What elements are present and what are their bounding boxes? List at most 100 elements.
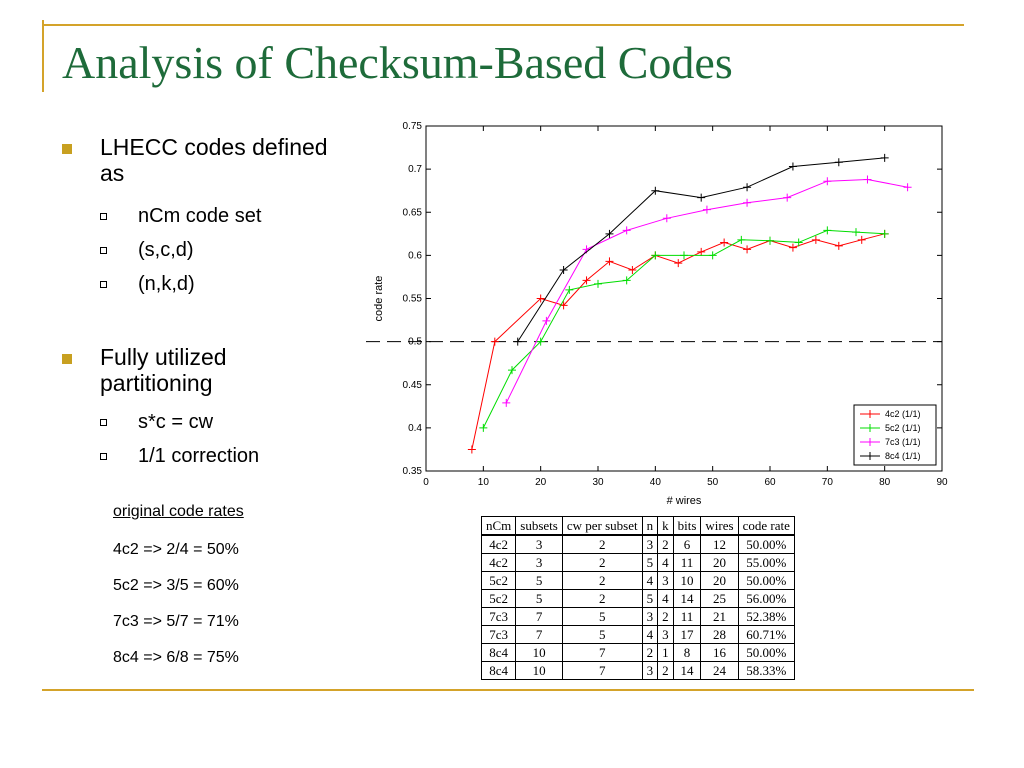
legend-marker	[866, 452, 874, 460]
table-cell: 3	[515, 534, 563, 554]
data-point	[783, 193, 792, 202]
table-header-cell: subsets	[515, 516, 563, 536]
table-cell: 8c4	[480, 643, 517, 662]
table-cell: 7	[515, 607, 563, 626]
table-header-cell: code rate	[737, 516, 795, 536]
y-tick-label: 0.35	[403, 466, 423, 477]
x-tick-label: 60	[764, 477, 776, 488]
data-point	[628, 266, 637, 275]
table-header-cell: k	[657, 516, 674, 536]
legend-marker	[866, 424, 874, 432]
bullet-text: Fully utilized partitioning	[100, 344, 227, 396]
data-point	[743, 198, 752, 207]
table-cell: 10	[672, 571, 702, 590]
data-point	[823, 177, 832, 186]
table-header-row: nCm subsets cw per subset n k bits wires…	[480, 516, 795, 536]
table-cell: 50.00%	[737, 534, 795, 554]
table-cell: 6	[672, 534, 702, 554]
legend	[853, 404, 937, 466]
y-tick-label: 0.65	[403, 207, 423, 218]
table-row: 7c3 7 5 4 3 17 28 60.71%	[480, 625, 795, 644]
table-cell: 5	[515, 571, 563, 590]
data-point	[903, 183, 912, 192]
hollow-square-icon	[100, 213, 107, 220]
table-cell: 2	[561, 589, 643, 608]
table-cell: 10	[515, 661, 563, 680]
data-point	[513, 337, 522, 346]
data-point	[743, 183, 752, 192]
x-tick-label: 50	[707, 477, 719, 488]
title-accent-bar	[42, 20, 44, 92]
sub-bullet-text: (n,k,d)	[138, 273, 195, 295]
top-rule	[42, 24, 964, 26]
table-cell: 5	[561, 625, 643, 644]
table-row: 5c2 5 2 5 4 14 25 56.00%	[480, 589, 795, 608]
table-cell: 11	[672, 607, 702, 626]
y-tick-label: 0.6	[408, 250, 422, 261]
table-cell: 58.33%	[737, 661, 795, 680]
table-cell: 50.00%	[737, 571, 795, 590]
legend-marker	[866, 410, 874, 418]
hollow-square-icon	[100, 281, 107, 288]
table-cell: 4c2	[480, 553, 517, 572]
original-rates-heading: original code rates	[113, 503, 244, 520]
table-cell: 5c2	[480, 589, 517, 608]
x-axis-label: # wires	[667, 495, 702, 507]
code-rate-chart: 0 10 20 30 40 50 60 70 80 900.350.40.450.50.550.6…	[366, 121, 948, 507]
data-point	[662, 214, 671, 223]
table-cell: 7	[561, 643, 643, 662]
data-point	[651, 186, 660, 195]
data-point	[605, 257, 614, 266]
original-rate-item: 4c2 => 2/4 = 50%	[113, 541, 239, 558]
legend-marker	[866, 438, 874, 446]
data-point	[502, 398, 511, 407]
hollow-square-icon	[100, 247, 107, 254]
table-cell: 60.71%	[737, 625, 795, 644]
y-tick-label: 0.75	[403, 121, 423, 132]
series-line	[471, 233, 885, 450]
x-tick-label: 20	[535, 477, 547, 488]
data-point	[582, 276, 591, 285]
data-point	[766, 236, 774, 245]
table-cell: 2	[561, 534, 643, 554]
table-cell: 28	[700, 625, 739, 644]
data-point	[702, 205, 711, 214]
hollow-square-icon	[100, 419, 107, 426]
table-row: 8c4 10 7 2 1 8 16 50.00%	[480, 643, 795, 662]
table-header-cell: wires	[700, 516, 739, 536]
table-cell: 4	[641, 571, 659, 590]
sub-bullet-text: nCm code set	[138, 205, 262, 227]
data-point	[834, 158, 843, 167]
table-cell: 3	[657, 625, 674, 644]
data-point	[857, 235, 866, 244]
data-point	[743, 245, 752, 254]
data-point	[565, 285, 574, 294]
original-rate-item: 8c4 => 6/8 = 75%	[113, 649, 239, 666]
table-cell: 14	[672, 661, 702, 680]
data-point	[542, 316, 551, 325]
bottom-rule	[42, 689, 974, 691]
legend-label: 4c2 (1/1)	[885, 409, 921, 419]
data-point	[880, 153, 889, 162]
table-cell: 5c2	[480, 571, 517, 590]
table-cell: 16	[700, 643, 739, 662]
data-point	[811, 235, 820, 244]
code-rate-table: nCm subsets cw per subset n k bits wires…	[480, 516, 795, 680]
data-point	[490, 337, 499, 346]
data-point	[863, 175, 872, 184]
y-tick-label: 0.55	[403, 294, 423, 305]
data-point	[794, 238, 803, 247]
table-cell: 20	[700, 571, 739, 590]
table-cell: 2	[561, 571, 643, 590]
table-cell: 50.00%	[737, 643, 795, 662]
x-tick-label: 10	[478, 477, 490, 488]
x-tick-label: 70	[822, 477, 834, 488]
table-cell: 1	[657, 643, 674, 662]
table-cell: 12	[700, 534, 739, 554]
data-point	[823, 226, 832, 235]
x-tick-label: 90	[936, 477, 948, 488]
bullet-text: LHECC codes defined as	[100, 134, 328, 186]
table-cell: 25	[700, 589, 739, 608]
data-point	[720, 238, 729, 247]
sub-bullet-text: s*c = cw	[138, 411, 214, 433]
